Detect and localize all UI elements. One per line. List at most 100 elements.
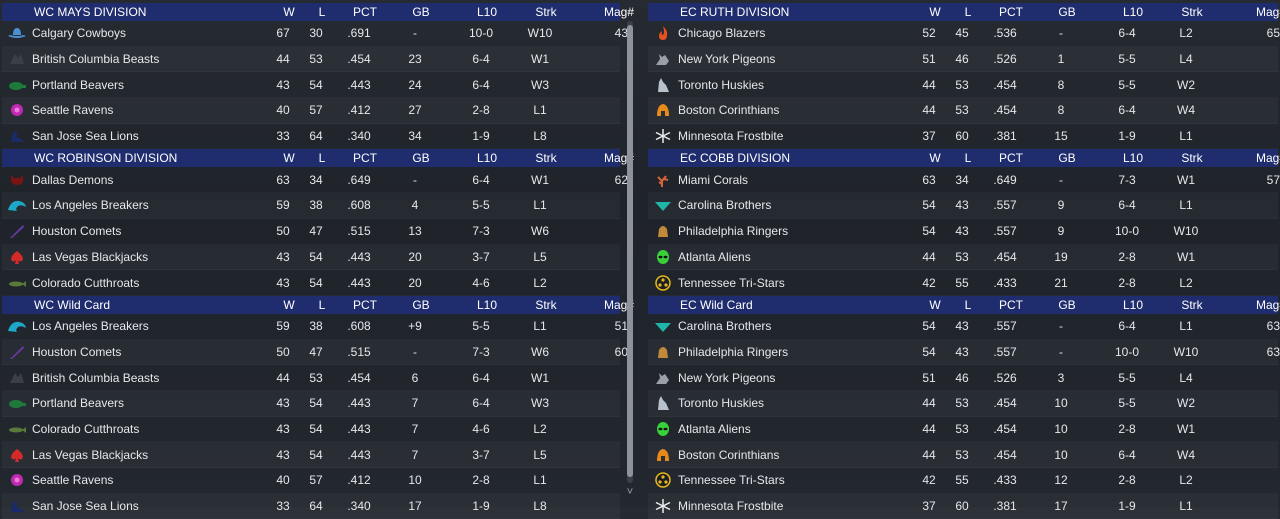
team-name[interactable]: Los Angeles Breakers: [32, 198, 149, 213]
team-name[interactable]: Tennessee Tri-Stars: [678, 473, 785, 488]
team-name[interactable]: Calgary Cowboys: [32, 26, 127, 41]
col-gb-header[interactable]: GB: [412, 5, 430, 19]
team-name[interactable]: Colorado Cutthroats: [32, 275, 140, 290]
team-name[interactable]: Minnesota Frostbite: [678, 129, 784, 144]
standings-row[interactable]: Colorado Cutthroats 43 54 .443 20 4-6 L2: [2, 270, 620, 296]
col-pct-header[interactable]: PCT: [999, 151, 1023, 166]
chevron-up-icon[interactable]: ˄: [626, 6, 634, 18]
col-pct-header[interactable]: PCT: [353, 151, 377, 166]
standings-row[interactable]: Seattle Ravens 40 57 .412 10 2-8 L1: [2, 468, 620, 494]
standings-row[interactable]: Carolina Brothers 54 43 .557 9 6-4 L1: [648, 193, 1278, 219]
team-name[interactable]: San Jose Sea Lions: [32, 499, 139, 514]
team-name[interactable]: Los Angeles Breakers: [32, 319, 149, 334]
team-name[interactable]: Las Vegas Blackjacks: [32, 249, 149, 264]
team-name[interactable]: Philadelphia Ringers: [678, 344, 789, 359]
standings-scrollbar[interactable]: ˄ ˅: [622, 3, 638, 503]
standings-row[interactable]: Miami Corals 63 34 .649 - 7-3 W1 57: [648, 167, 1280, 193]
standings-row[interactable]: British Columbia Beasts 44 53 .454 6 6-4…: [2, 365, 620, 391]
col-strk-header[interactable]: Strk: [535, 5, 557, 19]
col-l-header[interactable]: L: [964, 297, 972, 312]
standings-row[interactable]: Carolina Brothers 54 43 .557 - 6-4 L1 63: [648, 314, 1280, 340]
col-gb-header[interactable]: GB: [1058, 5, 1076, 19]
standings-row[interactable]: British Columbia Beasts 44 53 .454 23 6-…: [2, 47, 620, 73]
team-name[interactable]: Chicago Blazers: [678, 26, 766, 41]
col-gb-header[interactable]: GB: [1058, 297, 1076, 312]
col-gb-header[interactable]: GB: [412, 151, 430, 166]
col-l-header[interactable]: L: [318, 297, 326, 312]
col-w-header[interactable]: W: [929, 297, 941, 312]
division-header[interactable]: WC ROBINSON DIVISION W L PCT GB L10 Strk…: [2, 149, 634, 168]
col-w-header[interactable]: W: [929, 5, 941, 19]
standings-row[interactable]: Chicago Blazers 52 45 .536 - 6-4 L2 65: [648, 21, 1280, 47]
team-name[interactable]: Houston Comets: [32, 344, 122, 359]
team-name[interactable]: Portland Beavers: [32, 77, 125, 92]
col-w-header[interactable]: W: [283, 151, 295, 166]
team-name[interactable]: Colorado Cutthroats: [32, 421, 140, 436]
col-strk-header[interactable]: Strk: [1181, 151, 1203, 166]
col-strk-header[interactable]: Strk: [1181, 5, 1203, 19]
standings-row[interactable]: Portland Beavers 43 54 .443 7 6-4 W3: [2, 391, 620, 417]
team-name[interactable]: Minnesota Frostbite: [678, 499, 784, 514]
team-name[interactable]: Houston Comets: [32, 224, 122, 239]
col-mag-header[interactable]: Mag#: [603, 151, 634, 166]
division-header[interactable]: EC COBB DIVISION W L PCT GB L10 Strk Mag…: [648, 149, 1280, 168]
standings-row[interactable]: Los Angeles Breakers 59 38 .608 4 5-5 L1: [2, 193, 620, 219]
col-w-header[interactable]: W: [283, 297, 295, 312]
team-name[interactable]: Tennessee Tri-Stars: [678, 275, 785, 290]
standings-row[interactable]: Dallas Demons 63 34 .649 - 6-4 W1 62: [2, 167, 628, 193]
col-w-header[interactable]: W: [929, 151, 941, 166]
standings-row[interactable]: Boston Corinthians 44 53 .454 10 6-4 W4: [648, 442, 1278, 468]
division-header[interactable]: EC RUTH DIVISION W L PCT GB L10 Strk Mag…: [648, 3, 1280, 21]
team-name[interactable]: Philadelphia Ringers: [678, 224, 789, 239]
standings-row[interactable]: Portland Beavers 43 54 .443 24 6-4 W3: [2, 72, 620, 98]
col-w-header[interactable]: W: [283, 5, 295, 19]
team-name[interactable]: Boston Corinthians: [678, 447, 780, 462]
standings-row[interactable]: Los Angeles Breakers 59 38 .608 +9 5-5 L…: [2, 314, 628, 340]
col-l10-header[interactable]: L10: [1122, 5, 1144, 19]
standings-row[interactable]: Seattle Ravens 40 57 .412 27 2-8 L1: [2, 98, 620, 124]
standings-row[interactable]: Toronto Huskies 44 53 .454 8 5-5 W2: [648, 72, 1278, 98]
team-name[interactable]: Toronto Huskies: [678, 77, 765, 92]
col-gb-header[interactable]: GB: [412, 297, 430, 312]
standings-row[interactable]: Las Vegas Blackjacks 43 54 .443 20 3-7 L…: [2, 245, 620, 271]
standings-row[interactable]: Las Vegas Blackjacks 43 54 .443 7 3-7 L5: [2, 442, 620, 468]
team-name[interactable]: San Jose Sea Lions: [32, 129, 139, 144]
standings-row[interactable]: Tennessee Tri-Stars 42 55 .433 21 2-8 L2: [648, 270, 1278, 296]
team-name[interactable]: Toronto Huskies: [678, 396, 765, 411]
standings-row[interactable]: Colorado Cutthroats 43 54 .443 7 4-6 L2: [2, 417, 620, 443]
team-name[interactable]: British Columbia Beasts: [32, 52, 160, 67]
standings-row[interactable]: Boston Corinthians 44 53 .454 8 6-4 W4: [648, 98, 1278, 124]
col-mag-header[interactable]: Mag#: [603, 5, 634, 19]
team-name[interactable]: Carolina Brothers: [678, 319, 772, 334]
standings-row[interactable]: Atlanta Aliens 44 53 .454 19 2-8 W1: [648, 245, 1278, 271]
team-name[interactable]: Boston Corinthians: [678, 103, 780, 118]
team-name[interactable]: Dallas Demons: [32, 172, 114, 187]
col-l-header[interactable]: L: [318, 5, 326, 19]
team-name[interactable]: New York Pigeons: [678, 370, 776, 385]
col-l10-header[interactable]: L10: [476, 151, 498, 166]
col-mag-header[interactable]: Mag#: [1255, 151, 1280, 166]
standings-row[interactable]: New York Pigeons 51 46 .526 3 5-5 L4: [648, 365, 1278, 391]
team-name[interactable]: Atlanta Aliens: [678, 249, 751, 264]
team-name[interactable]: Miami Corals: [678, 172, 749, 187]
standings-row[interactable]: Minnesota Frostbite 37 60 .381 17 1-9 L1: [648, 494, 1278, 519]
division-header[interactable]: WC MAYS DIVISION W L PCT GB L10 Strk Mag…: [2, 3, 634, 21]
team-name[interactable]: Seattle Ravens: [32, 473, 114, 488]
col-l10-header[interactable]: L10: [476, 297, 498, 312]
team-name[interactable]: British Columbia Beasts: [32, 370, 160, 385]
col-strk-header[interactable]: Strk: [1181, 297, 1203, 312]
col-mag-header[interactable]: Mag#: [1255, 5, 1280, 19]
col-l-header[interactable]: L: [964, 5, 972, 19]
team-name[interactable]: Carolina Brothers: [678, 198, 772, 213]
standings-row[interactable]: San Jose Sea Lions 33 64 .340 17 1-9 L8: [2, 494, 620, 519]
col-l-header[interactable]: L: [318, 151, 326, 166]
col-gb-header[interactable]: GB: [1058, 151, 1076, 166]
col-strk-header[interactable]: Strk: [535, 297, 557, 312]
team-name[interactable]: Atlanta Aliens: [678, 421, 751, 436]
col-strk-header[interactable]: Strk: [535, 151, 557, 166]
standings-row[interactable]: Calgary Cowboys 67 30 .691 - 10-0 W10 43: [2, 21, 628, 47]
division-header[interactable]: EC Wild Card W L PCT GB L10 Strk Mag#: [648, 295, 1280, 314]
standings-row[interactable]: Toronto Huskies 44 53 .454 10 5-5 W2: [648, 391, 1278, 417]
standings-row[interactable]: San Jose Sea Lions 33 64 .340 34 1-9 L8: [2, 124, 620, 150]
standings-row[interactable]: Houston Comets 50 47 .515 13 7-3 W6: [2, 219, 620, 245]
